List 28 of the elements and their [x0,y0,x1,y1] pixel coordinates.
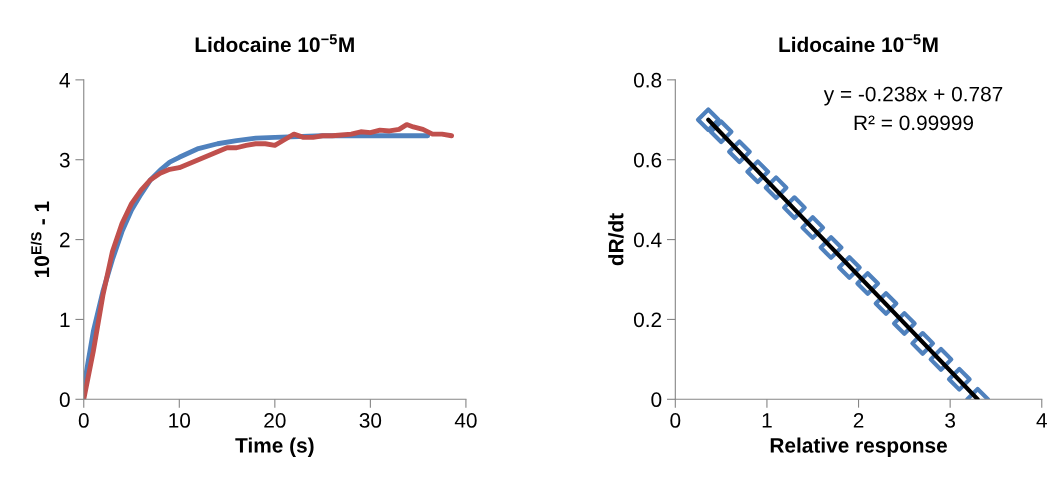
y-tick-label: 2 [60,232,70,248]
x-tick-label: 0 [78,413,89,428]
annotation: R² = 0.99999 [854,115,974,131]
y-tick-label: 1 [60,312,70,327]
x-tick-label: 2 [853,413,864,428]
x-tick-label: 4 [1036,413,1047,428]
y-tick-label: 0.4 [633,232,662,248]
x-axis-title: Relative response [770,437,947,457]
x-tick-label: 3 [945,413,956,428]
y-tick-label: 0.8 [633,72,662,88]
x-tick-label: 30 [359,413,382,428]
chart-title: Lidocaine 10$^{−5}$M [779,34,938,53]
x-tick-label: 0 [670,413,681,428]
x-tick-label: 10 [169,413,191,428]
y-tick-label: 3 [59,152,70,168]
x-tick-label: 1 [762,413,772,428]
y-tick-label: 0 [651,392,662,408]
x-tick-label: 20 [264,413,286,428]
x-axis-title: Time (s) [235,437,314,457]
y-tick-label: 0.2 [633,312,662,328]
y-tick-label: 0 [59,392,70,408]
y-tick-label: 0.6 [633,152,662,168]
y-tick-label: 4 [59,73,70,88]
y-axis-title: 10$^{E/S}$ - 1 [30,201,50,278]
x-tick-label: 40 [454,413,477,428]
annotation: y = -0.238x + 0.787 [823,86,1003,106]
chart-title: Lidocaine 10$^{−5}$M [195,34,354,53]
y-axis-title: dR/dt [608,213,624,266]
